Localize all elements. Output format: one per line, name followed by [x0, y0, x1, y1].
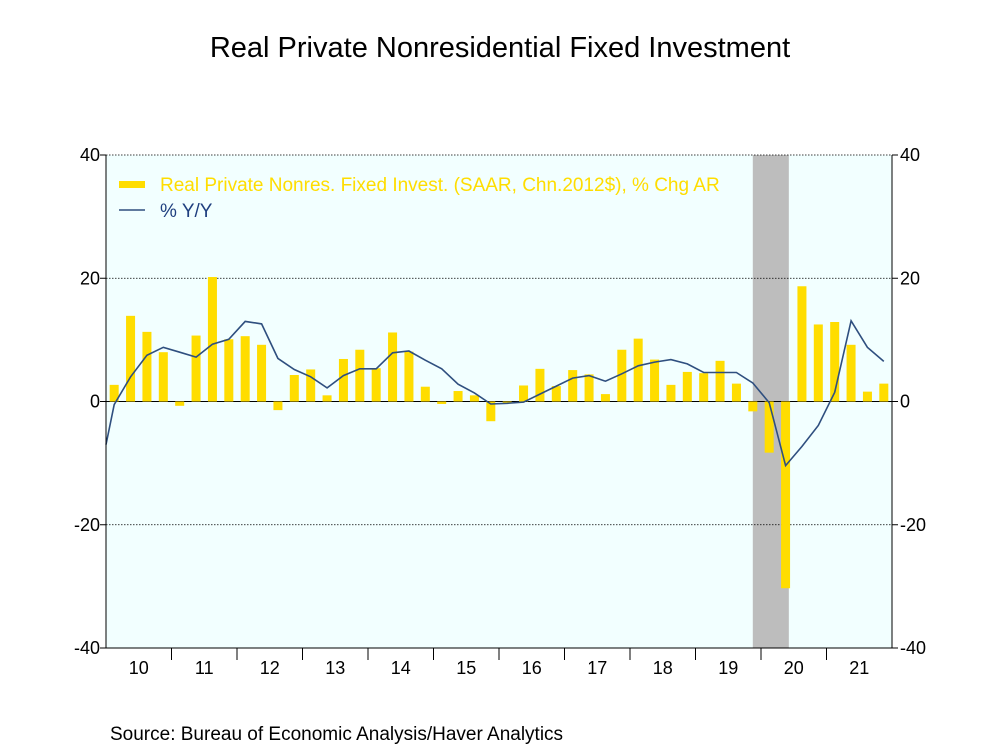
x-tick-label: 14 [391, 658, 411, 678]
y-tick-label-right: 40 [900, 145, 920, 165]
bar [879, 383, 889, 402]
bar [535, 368, 545, 402]
bar [846, 344, 856, 402]
bar [715, 360, 725, 402]
bar [355, 349, 365, 402]
x-tick-label: 11 [195, 658, 214, 678]
bar [764, 401, 774, 453]
bar [862, 391, 872, 402]
bar [486, 401, 496, 422]
bar [388, 332, 398, 402]
legend-bar-label: Real Private Nonres. Fixed Invest. (SAAR… [160, 175, 720, 196]
y-tick-label-left: -40 [74, 638, 100, 658]
y-tick-label-right: -40 [900, 638, 926, 658]
y-tick-label-left: 40 [80, 145, 100, 165]
bar [420, 386, 430, 402]
x-tick-label: 17 [587, 658, 607, 678]
bar [830, 322, 840, 402]
bar [551, 386, 561, 402]
y-tick-label-right: -20 [900, 515, 926, 535]
x-tick-label: 10 [129, 658, 149, 678]
bar [224, 339, 234, 402]
bar [437, 401, 447, 404]
bar [453, 391, 463, 402]
bar [289, 375, 299, 402]
bar [781, 401, 791, 589]
x-tick-label: 12 [260, 658, 280, 678]
legend-bar-swatch [119, 181, 145, 188]
bar [338, 358, 348, 402]
y-tick-label-left: 20 [80, 268, 100, 288]
bar [584, 374, 594, 402]
bar [306, 369, 316, 402]
bar [748, 401, 758, 412]
bar [699, 373, 709, 402]
bar [109, 384, 119, 402]
bar [126, 315, 136, 402]
bar [257, 344, 267, 402]
bar [617, 349, 627, 402]
bar [371, 368, 381, 402]
y-tick-label-left: -20 [74, 515, 100, 535]
yoy-line [105, 318, 885, 468]
x-tick-label: 13 [325, 658, 345, 678]
x-tick-label: 21 [849, 658, 869, 678]
bar [142, 331, 152, 402]
bar [469, 395, 479, 402]
chart-title: Real Private Nonresidential Fixed Invest… [209, 32, 791, 64]
bar [797, 286, 807, 402]
legend-line-label: % Y/Y [160, 201, 213, 222]
bar [158, 352, 168, 402]
y-tick-label-right: 0 [900, 392, 910, 412]
y-tick-label-right: 20 [900, 268, 920, 288]
bar [568, 370, 578, 402]
bar [600, 394, 610, 402]
bar [682, 371, 692, 402]
bar [633, 338, 643, 402]
x-tick-label: 18 [653, 658, 673, 678]
bar [240, 336, 250, 402]
bar [207, 277, 217, 402]
bar [650, 359, 660, 402]
x-tick-label: 15 [456, 658, 476, 678]
bar [322, 395, 332, 402]
bar [666, 384, 676, 402]
bar [813, 324, 823, 402]
x-tick-label: 20 [784, 658, 804, 678]
y-tick-label-left: 0 [90, 392, 100, 412]
bar [273, 401, 283, 411]
source-note: Source: Bureau of Economic Analysis/Have… [110, 724, 564, 745]
bar [191, 335, 201, 402]
bar [502, 401, 512, 404]
bar [519, 385, 529, 402]
bar [404, 351, 414, 402]
bar [731, 383, 741, 402]
x-tick-label: 16 [522, 658, 542, 678]
bar [175, 401, 185, 406]
x-tick-label: 19 [718, 658, 738, 678]
